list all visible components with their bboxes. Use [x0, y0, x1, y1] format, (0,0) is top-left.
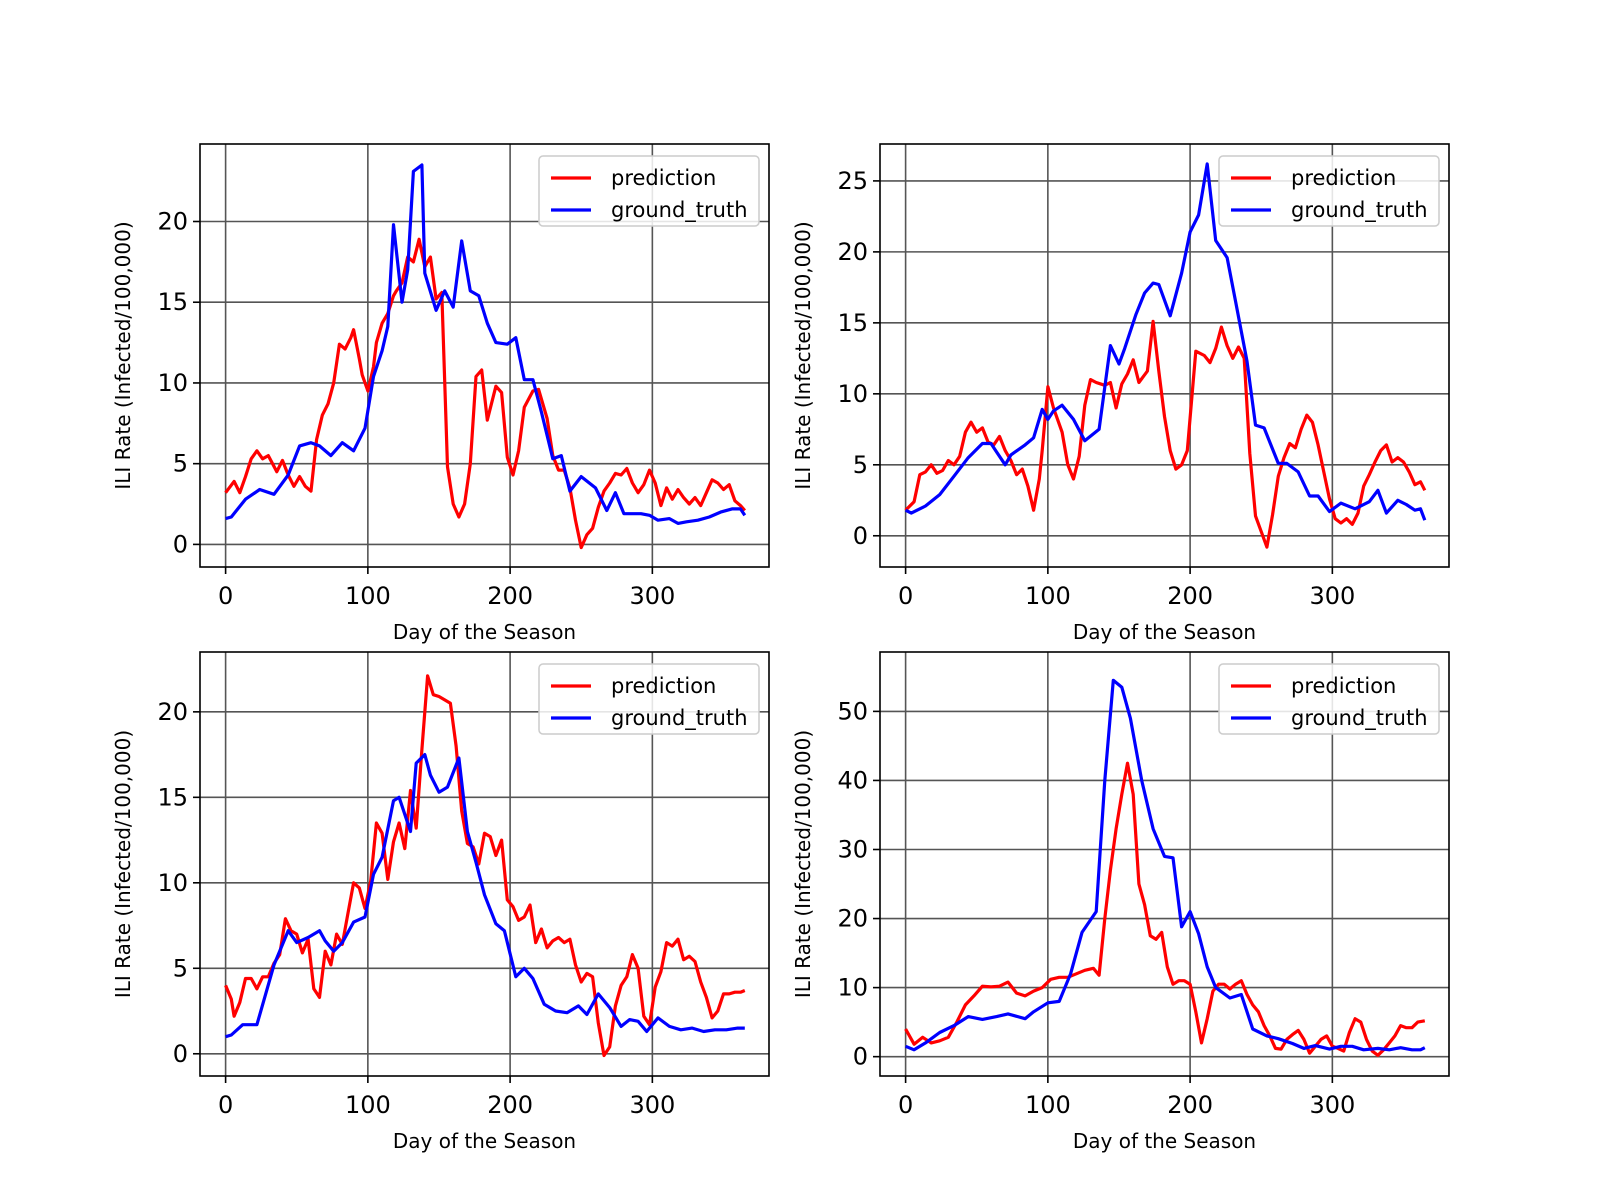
- x-tick-label: 100: [345, 582, 391, 610]
- legend: prediction ground_truth: [538, 663, 760, 735]
- y-tick-label: 20: [157, 698, 188, 726]
- legend-label-prediction: prediction: [1291, 674, 1396, 698]
- x-axis-label: Day of the Season: [1073, 1129, 1256, 1153]
- axes-frame: [879, 143, 1450, 568]
- legend-label-prediction: prediction: [1291, 166, 1396, 190]
- y-tick-label: 0: [853, 522, 868, 550]
- y-tick-label: 10: [157, 869, 188, 897]
- legend-box: [538, 155, 760, 227]
- y-axis-label: ILI Rate (Infected/100,000): [791, 730, 815, 998]
- legend-box: [1218, 155, 1440, 227]
- y-tick-label: 25: [837, 167, 868, 195]
- legend-box: [538, 663, 760, 735]
- legend-label-ground-truth: ground_truth: [611, 198, 748, 223]
- y-axis-label: ILI Rate (Infected/100,000): [791, 221, 815, 489]
- series-line-prediction: [224, 237, 747, 550]
- x-axis-label: Day of the Season: [393, 620, 576, 644]
- x-axis-label: Day of the Season: [393, 1129, 576, 1153]
- x-tick-label: 100: [1025, 582, 1071, 610]
- y-axis-label: ILI Rate (Infected/100,000): [111, 730, 135, 998]
- legend-label-prediction: prediction: [611, 674, 716, 698]
- legend-label-ground-truth: ground_truth: [1291, 198, 1428, 223]
- legend-label-ground-truth: ground_truth: [1291, 706, 1428, 731]
- axes-frame: [199, 651, 770, 1077]
- subplot-3: 0 100 200 300 0 5 10 15 20 Day of the Season IL…: [111, 651, 770, 1153]
- x-tick-label: 300: [629, 582, 675, 610]
- legend: prediction ground_truth: [1218, 663, 1440, 735]
- x-tick-label: 200: [487, 582, 533, 610]
- subplot-1: 0 100 200 300 0 5 10 15 20 Day of the Season IL…: [111, 143, 770, 644]
- x-tick-label: 200: [487, 1091, 533, 1119]
- x-axis-label: Day of the Season: [1073, 620, 1256, 644]
- x-tick-label: 100: [1025, 1091, 1071, 1119]
- y-tick-label: 0: [173, 530, 188, 558]
- x-tick-label: 0: [898, 1091, 913, 1119]
- y-tick-label: 20: [837, 905, 868, 933]
- y-tick-label: 10: [837, 974, 868, 1002]
- y-tick-label: 0: [853, 1043, 868, 1071]
- y-tick-label: 20: [157, 207, 188, 235]
- x-tick-label: 0: [218, 1091, 233, 1119]
- series-line-ground-truth: [225, 752, 745, 1039]
- x-tick-label: 300: [1309, 582, 1355, 610]
- legend: prediction ground_truth: [1218, 155, 1440, 227]
- x-tick-label: 300: [1309, 1091, 1355, 1119]
- x-tick-label: 300: [629, 1091, 675, 1119]
- axes-frame: [879, 651, 1450, 1077]
- axes-frame: [199, 143, 770, 568]
- legend: prediction ground_truth: [538, 155, 760, 227]
- series-line-ground-truth: [225, 163, 747, 526]
- legend-label-ground-truth: ground_truth: [611, 706, 748, 731]
- y-axis-label: ILI Rate (Infected/100,000): [111, 221, 135, 489]
- y-tick-label: 15: [157, 288, 188, 316]
- y-tick-label: 0: [173, 1040, 188, 1068]
- y-tick-label: 20: [837, 238, 868, 266]
- series-line-prediction: [224, 674, 746, 1058]
- y-tick-label: 10: [157, 369, 188, 397]
- x-tick-label: 100: [345, 1091, 391, 1119]
- y-tick-label: 40: [837, 766, 868, 794]
- y-tick-label: 50: [837, 697, 868, 725]
- x-tick-label: 200: [1167, 1091, 1213, 1119]
- y-tick-label: 15: [157, 783, 188, 811]
- y-tick-label: 5: [173, 954, 188, 982]
- legend-box: [1218, 663, 1440, 735]
- series-line-prediction: [904, 761, 1426, 1057]
- x-tick-label: 0: [898, 582, 913, 610]
- series-line-ground-truth: [904, 678, 1426, 1052]
- x-tick-label: 0: [218, 582, 233, 610]
- x-tick-label: 200: [1167, 582, 1213, 610]
- y-tick-label: 15: [837, 309, 868, 337]
- y-tick-label: 5: [173, 450, 188, 478]
- series-line-ground-truth: [904, 162, 1427, 521]
- y-tick-label: 10: [837, 380, 868, 408]
- legend-label-prediction: prediction: [611, 166, 716, 190]
- y-tick-label: 30: [837, 835, 868, 863]
- subplot-4: 0 100 200 300 0 10 20 30 40 50 Day of the Season…: [791, 651, 1450, 1153]
- y-tick-label: 5: [853, 451, 868, 479]
